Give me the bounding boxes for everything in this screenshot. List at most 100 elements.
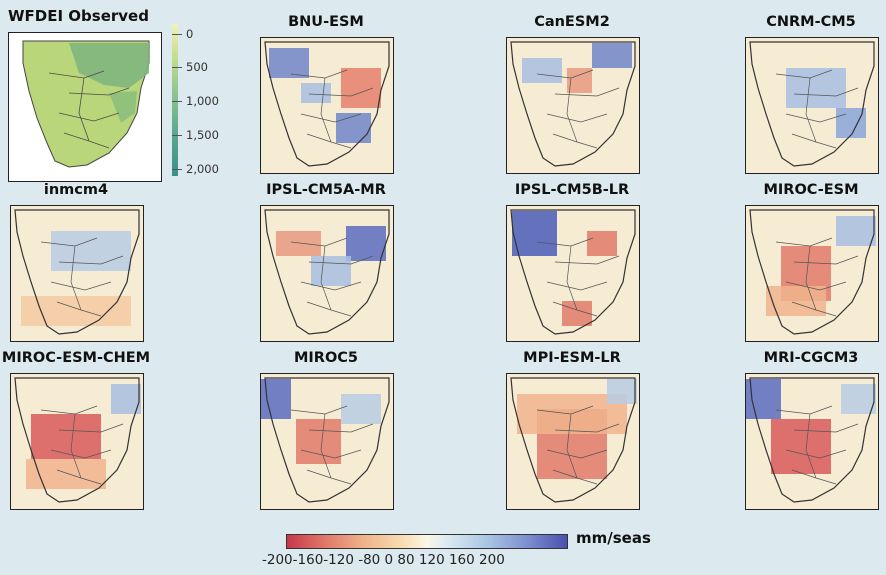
coastline (510, 209, 636, 335)
model-map-svg (746, 374, 878, 509)
model-map-title: MIROC-ESM (763, 182, 859, 198)
colorbar-label: 500 (186, 60, 208, 74)
colorbar-label: 1,500 (186, 128, 219, 142)
anomaly-blob (841, 384, 876, 414)
coastline (14, 377, 140, 503)
model-map-title: IPSL-CM5B-LR (514, 182, 630, 198)
anomaly-blob (269, 48, 309, 78)
country-borders (775, 405, 859, 485)
anomaly-colorbar (286, 534, 568, 549)
anomaly-blob (766, 286, 826, 316)
model-map-title: MPI-ESM-LR (523, 350, 621, 366)
model-map-svg (507, 38, 639, 173)
model-map-title: CNRM-CM5 (766, 14, 856, 30)
model-map-svg (11, 206, 143, 341)
anomaly-blob (587, 231, 617, 256)
country-borders (290, 69, 374, 149)
anomaly-blob (341, 68, 381, 108)
colorbar-tick (172, 135, 182, 136)
colorbar-label: 1,000 (186, 94, 219, 108)
anomaly-blob (336, 113, 371, 143)
model-map (745, 37, 879, 174)
country-borders (290, 237, 374, 317)
anomaly-blob (111, 384, 141, 414)
country-borders (775, 69, 859, 149)
model-map (506, 373, 640, 510)
anomaly-blob (341, 394, 381, 424)
anomaly-blob (836, 108, 866, 138)
coastline (749, 377, 875, 503)
model-map (745, 373, 879, 510)
country-borders (536, 69, 620, 149)
country-borders (536, 405, 620, 485)
model-map-svg (261, 38, 393, 173)
anomaly-blob (771, 419, 831, 474)
anomaly-blob (836, 216, 876, 246)
model-map-svg (746, 38, 878, 173)
country-borders (40, 405, 124, 485)
model-map-svg (11, 374, 143, 509)
model-map-title: IPSL-CM5A-MR (266, 182, 386, 198)
anomaly-blob (607, 379, 637, 404)
coastline (510, 41, 636, 167)
anomaly-blob (786, 68, 846, 108)
colorbar-label: 2,000 (186, 162, 219, 176)
model-map (506, 37, 640, 174)
anomaly-blob (276, 231, 321, 256)
colorbar-tick (172, 169, 182, 170)
model-map-title: CanESM2 (534, 14, 610, 30)
anomaly-blob (512, 211, 557, 256)
coastline (510, 377, 636, 503)
anomaly-blob (26, 459, 106, 489)
anomaly-blob (51, 231, 131, 271)
wet-region (69, 43, 149, 88)
anomaly-blob (31, 414, 101, 459)
country-borders (48, 70, 130, 149)
coastline (749, 209, 875, 335)
model-map (745, 205, 879, 342)
model-map-title: MIROC-ESM-CHEM (1, 350, 151, 366)
model-map-svg (261, 206, 393, 341)
model-map (260, 37, 394, 174)
colorbar-tick (172, 67, 182, 68)
coastline (264, 377, 390, 503)
colorbar-label: 0 (186, 27, 194, 41)
model-map (10, 205, 144, 342)
model-map-svg (746, 206, 878, 341)
model-map-title: inmcm4 (43, 182, 109, 198)
coastline (264, 41, 390, 167)
coastline (14, 209, 140, 335)
model-map-title: MRI-CGCM3 (763, 350, 859, 366)
country-borders (775, 237, 859, 317)
observed-map (8, 32, 162, 182)
anomaly-blob (311, 256, 351, 286)
anomaly-blob (346, 226, 386, 261)
observed-map-title: WFDEI Observed (8, 7, 149, 25)
anomaly-blob (21, 296, 131, 326)
anomaly-blob (592, 43, 632, 68)
model-map (260, 373, 394, 510)
anomaly-blob (746, 379, 781, 419)
colorbar-tick (172, 101, 182, 102)
wet-region (109, 91, 137, 123)
anomaly-blob (562, 301, 592, 326)
observed-colorbar (172, 24, 178, 176)
observed-map-svg (22, 40, 150, 168)
country-borders (40, 237, 124, 317)
coastline (749, 41, 875, 167)
anomaly-blob (301, 83, 331, 103)
country-borders (290, 405, 374, 485)
model-map (260, 205, 394, 342)
country-borders (536, 237, 620, 317)
anomaly-blob (522, 58, 562, 83)
model-map (506, 205, 640, 342)
model-map-title: MIROC5 (293, 350, 359, 366)
model-map (10, 373, 144, 510)
model-map-title: BNU-ESM (288, 14, 364, 30)
model-map-svg (507, 374, 639, 509)
model-map-svg (507, 206, 639, 341)
model-map-svg (261, 374, 393, 509)
coastline (264, 209, 390, 335)
anomaly-tick-labels: -200-160-120 -80 0 80 120 160 200 (262, 552, 505, 568)
colorbar-tick (172, 34, 182, 35)
